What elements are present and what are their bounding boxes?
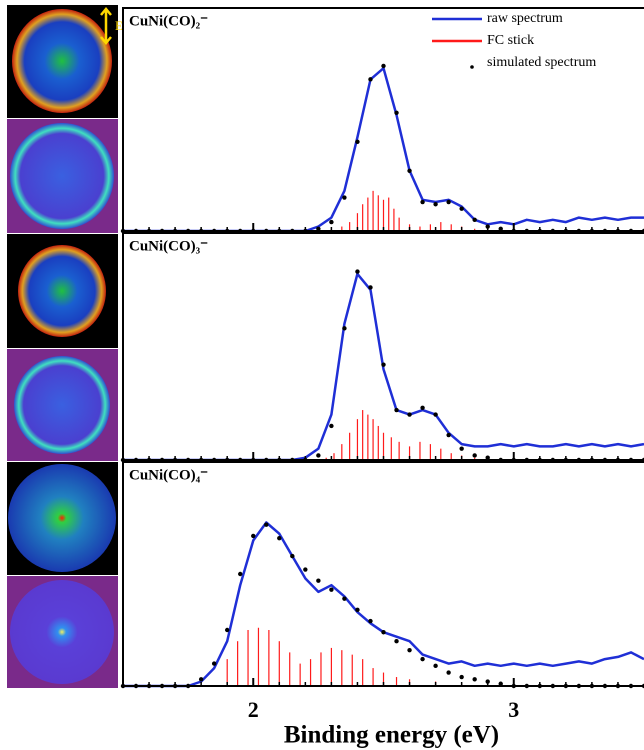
- simulated-point: [355, 607, 360, 613]
- simulated-point: [459, 206, 464, 211]
- simulated-point: [329, 219, 334, 225]
- simulated-point: [394, 639, 399, 644]
- simulated-point: [433, 663, 438, 669]
- simulated-point: [368, 618, 373, 624]
- simulated-point: [381, 63, 386, 69]
- raw-spectrum-line: [123, 272, 644, 462]
- simulated-point: [394, 407, 399, 413]
- panel-title: CuNi(CO)₃⁻: [129, 238, 208, 254]
- simulated-point: [498, 681, 503, 686]
- image: [8, 464, 116, 572]
- x-tick-label: 3: [508, 697, 519, 722]
- x-axis-label: Binding energy (eV): [284, 722, 499, 749]
- legend-label: FC stick: [487, 33, 534, 48]
- simulated-point: [225, 627, 230, 633]
- raw-spectrum-line: [123, 521, 644, 688]
- panel-title: CuNi(CO)₂⁻: [129, 13, 208, 29]
- simulated-point: [342, 326, 347, 331]
- simulated-point: [485, 224, 490, 229]
- simulated-point: [472, 217, 477, 223]
- image: [12, 9, 112, 113]
- simulated-point: [446, 670, 451, 675]
- simulated-point: [381, 362, 386, 367]
- simulated-point: [472, 453, 477, 458]
- simulated-point: [433, 202, 438, 207]
- simulated-point: [420, 656, 425, 662]
- x-tick-label: 2: [248, 697, 259, 722]
- simulated-point: [446, 199, 451, 205]
- legend-label: simulated spectrum: [487, 55, 596, 70]
- image: [18, 245, 106, 337]
- simulated-point: [329, 423, 334, 429]
- simulated-point: [198, 677, 204, 682]
- simulated-point: [368, 285, 373, 290]
- simulated-point: [472, 677, 477, 682]
- simulated-point: [368, 77, 373, 82]
- simulated-point: [342, 195, 347, 200]
- simulated-point: [407, 412, 412, 417]
- simulated-point: [459, 674, 464, 680]
- simulated-point: [264, 522, 269, 527]
- simulated-point: [277, 535, 282, 541]
- simulated-point: [355, 269, 360, 274]
- simulated-point: [303, 567, 308, 572]
- simulated-point: [446, 432, 451, 438]
- simulated-point: [342, 596, 347, 601]
- simulated-point: [394, 110, 399, 116]
- panel-frame: [122, 232, 644, 461]
- legend-swatch: [470, 65, 474, 69]
- simulated-point: [420, 199, 425, 205]
- image: [10, 580, 114, 684]
- simulated-point: [485, 679, 490, 684]
- simulated-point: [316, 226, 321, 231]
- simulated-point: [316, 453, 321, 458]
- simulated-point: [420, 405, 425, 410]
- panel-frame: [122, 7, 644, 232]
- panel-frame: [122, 461, 644, 687]
- simulated-point: [407, 168, 412, 173]
- simulated-point: [290, 553, 295, 559]
- simulated-point: [459, 446, 464, 451]
- image: [10, 123, 114, 229]
- simulated-point: [433, 412, 438, 417]
- simulated-point: [407, 647, 412, 653]
- simulated-point: [238, 571, 243, 577]
- simulated-point: [211, 661, 217, 666]
- legend-label: raw spectrum: [487, 11, 563, 26]
- simulated-point: [355, 139, 360, 144]
- simulated-point: [329, 587, 334, 592]
- simulated-point: [498, 226, 503, 231]
- simulated-point: [316, 578, 321, 583]
- simulated-point: [381, 630, 386, 635]
- arrow-label: E: [115, 18, 123, 33]
- energy-arrow: [100, 7, 112, 45]
- image: [14, 356, 110, 454]
- panel-title: CuNi(CO)₄⁻: [129, 467, 208, 483]
- simulated-point: [251, 533, 256, 539]
- detector-images: E: [7, 5, 123, 688]
